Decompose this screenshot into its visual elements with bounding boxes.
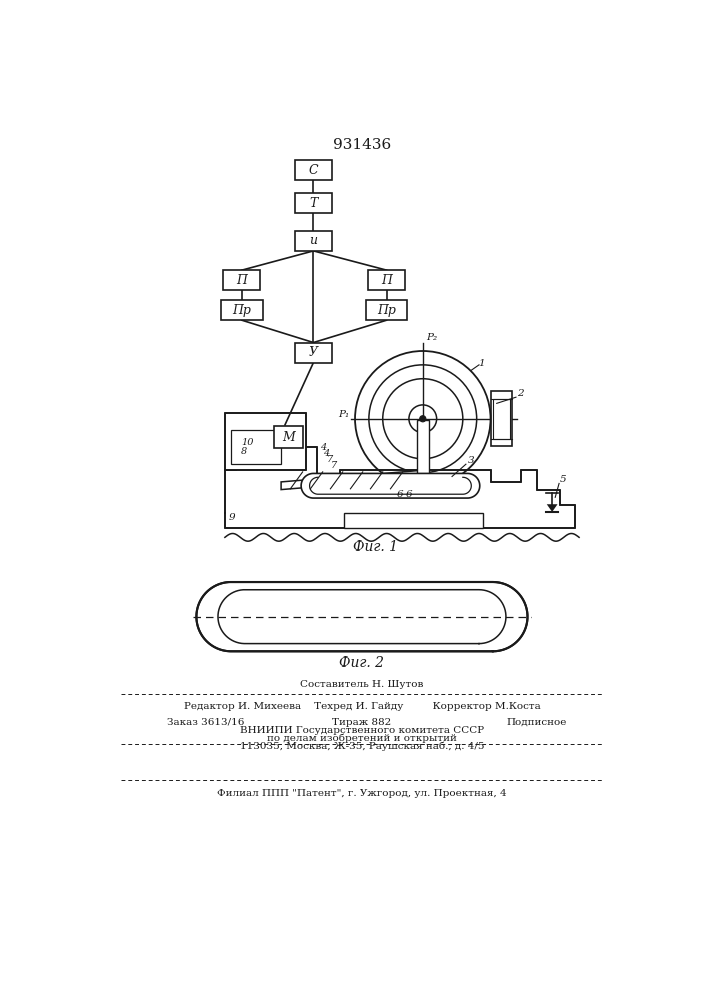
Text: 6: 6 xyxy=(406,490,412,499)
Text: 10: 10 xyxy=(241,438,254,447)
Text: 4: 4 xyxy=(322,449,329,458)
Text: 5: 5 xyxy=(560,475,566,484)
Polygon shape xyxy=(225,447,575,528)
Text: 113035, Москва, Ж-35, Раушская наб., д. 4/5: 113035, Москва, Ж-35, Раушская наб., д. … xyxy=(240,741,484,751)
Text: Редактор И. Михеева    Техред И. Гайду         Корректор М.Коста: Редактор И. Михеева Техред И. Гайду Корр… xyxy=(184,702,540,711)
Text: 2: 2 xyxy=(518,389,524,398)
Bar xyxy=(491,391,512,446)
Polygon shape xyxy=(197,582,527,651)
Text: У: У xyxy=(309,346,318,359)
Text: Пр: Пр xyxy=(233,304,251,317)
Text: Пр: Пр xyxy=(377,304,396,317)
Text: Р₂: Р₂ xyxy=(426,333,437,342)
Bar xyxy=(231,430,281,464)
Text: П: П xyxy=(381,274,392,287)
Text: М: М xyxy=(282,431,296,444)
Text: 1: 1 xyxy=(478,359,485,368)
Text: 6: 6 xyxy=(397,490,403,499)
Text: 7: 7 xyxy=(327,455,333,464)
Text: 8: 8 xyxy=(241,447,247,456)
Text: 3: 3 xyxy=(467,456,474,465)
Text: Филиал ППП "Патент", г. Ужгород, ул. Проектная, 4: Филиал ППП "Патент", г. Ужгород, ул. Про… xyxy=(217,789,507,798)
Text: Заказ 3613/16: Заказ 3613/16 xyxy=(167,718,245,727)
Bar xyxy=(221,300,262,320)
Text: 4: 4 xyxy=(320,443,326,452)
Circle shape xyxy=(420,416,426,422)
Bar xyxy=(295,343,332,363)
Polygon shape xyxy=(301,473,480,498)
Text: 9: 9 xyxy=(229,513,235,522)
Text: 7: 7 xyxy=(330,461,337,470)
Text: и: и xyxy=(310,234,317,247)
Text: Фиг. 1: Фиг. 1 xyxy=(353,540,397,554)
Text: Подписное: Подписное xyxy=(506,718,567,727)
Polygon shape xyxy=(281,470,421,490)
Text: Т: Т xyxy=(309,197,317,210)
Bar xyxy=(493,399,510,439)
Text: С: С xyxy=(309,164,318,177)
Text: П: П xyxy=(236,274,247,287)
Text: Р₁: Р₁ xyxy=(338,410,349,419)
Bar xyxy=(295,160,332,180)
Bar xyxy=(366,300,407,320)
Bar xyxy=(295,231,332,251)
Text: ВНИИПИ Государственного комитета СССР: ВНИИПИ Государственного комитета СССР xyxy=(240,726,484,735)
Text: Фиг. 2: Фиг. 2 xyxy=(339,656,385,670)
Polygon shape xyxy=(547,504,558,512)
Bar xyxy=(368,270,405,290)
Text: Составитель Н. Шутов: Составитель Н. Шутов xyxy=(300,680,423,689)
Text: 931436: 931436 xyxy=(333,138,391,152)
Text: Тираж 882: Тираж 882 xyxy=(332,718,392,727)
Text: по делам изобретений и открытий: по делам изобретений и открытий xyxy=(267,734,457,743)
Polygon shape xyxy=(225,413,305,470)
Polygon shape xyxy=(344,513,483,528)
Bar xyxy=(223,270,260,290)
Bar xyxy=(295,193,332,213)
Bar xyxy=(274,426,303,448)
Bar xyxy=(416,420,429,490)
